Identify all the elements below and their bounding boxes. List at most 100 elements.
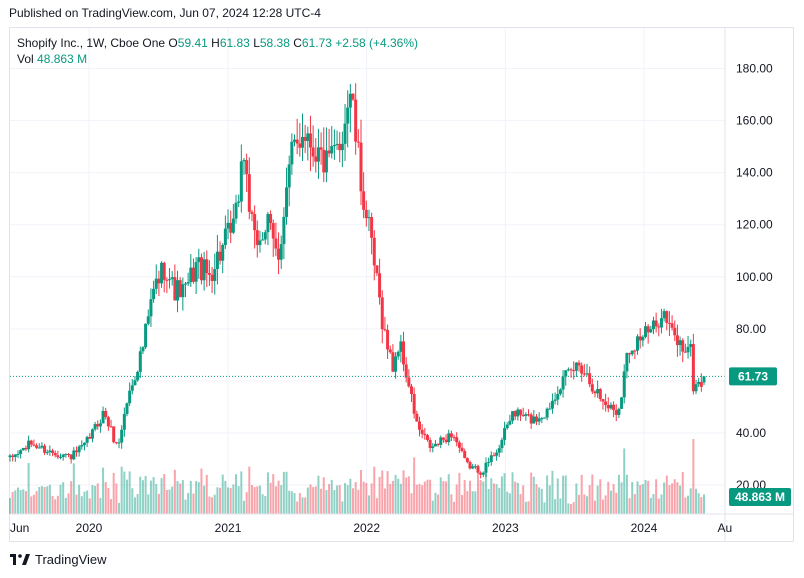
- chart-frame[interactable]: [9, 27, 794, 542]
- volume-bar: [423, 481, 426, 514]
- footer-brand[interactable]: TradingView: [10, 552, 107, 567]
- volume-bar: [344, 483, 347, 514]
- candle-body: [181, 284, 185, 298]
- high-value: 61.83: [219, 36, 250, 50]
- candle-body: [271, 223, 275, 239]
- candle-body: [596, 389, 600, 394]
- volume-bar: [141, 480, 144, 514]
- candle-body: [399, 341, 403, 352]
- candle-body: [407, 377, 411, 387]
- candle-body: [205, 259, 209, 274]
- volume-bar: [155, 483, 158, 514]
- volume-bar: [700, 497, 703, 514]
- candle-body: [19, 450, 23, 455]
- volume-bar: [213, 494, 216, 514]
- candle-body: [354, 99, 358, 142]
- volume-bar: [91, 484, 94, 514]
- y-tick-label: 40.00: [736, 426, 766, 440]
- volume-bar: [365, 482, 368, 514]
- volume-bar: [78, 484, 81, 514]
- volume-bar: [203, 485, 206, 514]
- candle-body: [90, 429, 94, 439]
- volume-bar: [535, 484, 538, 514]
- volume-bar: [237, 486, 240, 514]
- y-tick-label: 160.00: [736, 114, 773, 128]
- volume-bar: [322, 477, 325, 514]
- volume-bar: [461, 495, 464, 514]
- candle-body: [447, 433, 451, 443]
- candle-body: [242, 160, 246, 162]
- volume-bar: [56, 495, 59, 514]
- volume-bar: [290, 491, 293, 514]
- volume-bar: [437, 494, 440, 514]
- candle-body: [588, 373, 592, 385]
- candle-body: [391, 352, 395, 372]
- candle-body: [45, 452, 49, 454]
- candle-body: [542, 417, 546, 419]
- volume-bar: [349, 478, 352, 514]
- volume-bar: [407, 476, 410, 514]
- candle-body: [202, 259, 206, 281]
- volume-bar: [16, 487, 19, 514]
- y-tick-label: 140.00: [736, 166, 773, 180]
- x-tick-label: 2024: [631, 521, 658, 535]
- volume-bar: [80, 496, 83, 514]
- volume-bar: [681, 472, 684, 514]
- candle-body: [351, 93, 355, 100]
- candle-body: [622, 371, 626, 398]
- volume-bar: [415, 484, 418, 514]
- volume-bar: [346, 485, 349, 514]
- candle-body: [290, 141, 294, 165]
- volume-bar: [88, 498, 91, 514]
- volume-bar: [179, 483, 182, 514]
- volume-bar: [123, 471, 126, 514]
- volume-bar: [631, 482, 634, 514]
- axis-labels: 61.73 48.863 M: [729, 367, 791, 506]
- y-tick-label: 100.00: [736, 270, 773, 284]
- volume-bar: [689, 488, 692, 514]
- candle-body: [221, 244, 225, 261]
- candle-body: [686, 346, 690, 353]
- candle-body: [441, 437, 445, 440]
- candle-body: [40, 445, 44, 448]
- volume-bar: [139, 476, 142, 514]
- volume-bar: [104, 482, 107, 514]
- candle-body: [630, 350, 634, 355]
- candle-body: [659, 318, 663, 328]
- candle-body: [210, 274, 214, 281]
- candle-body: [223, 228, 227, 245]
- volume-bar: [469, 480, 472, 514]
- volume-bar: [107, 488, 110, 514]
- volume-bar: [445, 481, 448, 514]
- volume-bar: [309, 484, 312, 514]
- volume-bar: [583, 494, 586, 514]
- candle-body: [463, 451, 467, 458]
- volume-bar: [221, 474, 224, 514]
- volume-label[interactable]: Vol: [17, 52, 34, 66]
- candle-body: [37, 447, 41, 449]
- symbol-label[interactable]: Shopify Inc., 1W, Cboe One: [17, 36, 166, 50]
- volume-bar: [336, 485, 339, 514]
- candle-body: [636, 336, 640, 351]
- volume-bar: [250, 484, 253, 514]
- volume-bar: [83, 491, 86, 514]
- candle-body: [16, 454, 20, 456]
- candle-body: [128, 390, 132, 404]
- volume-bar: [466, 491, 469, 514]
- volume-bar: [253, 487, 256, 514]
- volume-bar: [434, 492, 437, 514]
- volume-bar: [519, 494, 522, 514]
- candle-body: [308, 133, 312, 148]
- volume-bar: [482, 481, 485, 514]
- volume-bar: [604, 495, 607, 514]
- candle-body: [657, 326, 661, 328]
- candle-body: [489, 455, 493, 462]
- candle-body: [654, 320, 658, 327]
- volume-bar: [607, 481, 610, 514]
- volume-bar: [208, 496, 211, 514]
- volume-bar: [205, 474, 208, 514]
- candle-body: [146, 316, 150, 324]
- candle-body: [168, 279, 172, 281]
- volume-bar: [216, 487, 219, 514]
